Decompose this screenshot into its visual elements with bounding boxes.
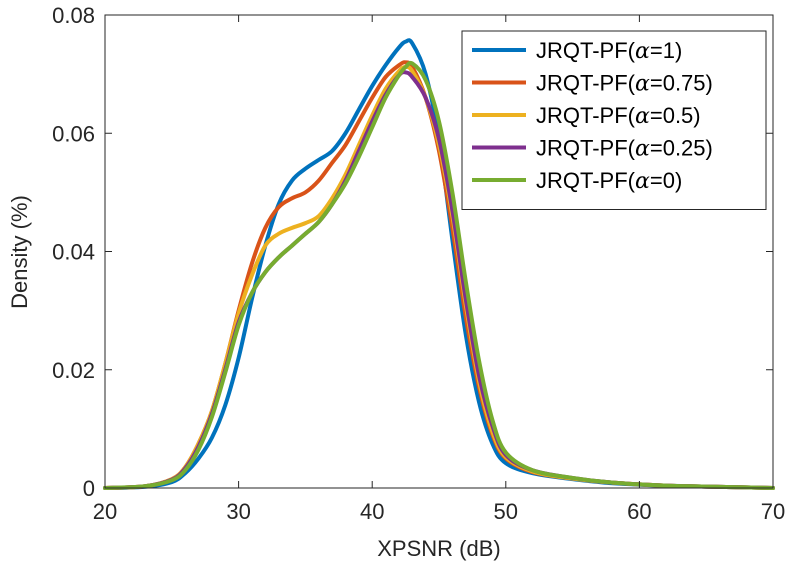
x-tick-label: 20 bbox=[93, 499, 117, 524]
legend-label-alpha: α bbox=[635, 104, 650, 129]
legend-label-2: JRQT-PF(α=0.5) bbox=[536, 103, 701, 129]
x-axis-label: XPSNR (dB) bbox=[377, 536, 500, 561]
y-tick-label: 0 bbox=[83, 476, 95, 501]
x-tick-label: 70 bbox=[761, 499, 785, 524]
legend-label-prefix: JRQT-PF( bbox=[536, 168, 636, 193]
x-tick-label: 50 bbox=[494, 499, 518, 524]
legend-label-alpha: α bbox=[635, 39, 650, 64]
legend-label-prefix: JRQT-PF( bbox=[536, 136, 636, 161]
legend-label-prefix: JRQT-PF( bbox=[536, 38, 636, 63]
series-line-0 bbox=[103, 38, 775, 490]
series-line-4 bbox=[103, 60, 775, 490]
legend-label-3: JRQT-PF(α=0.25) bbox=[536, 136, 713, 162]
x-tick-label: 60 bbox=[627, 499, 651, 524]
tick-layer: 20 30 40 50 60 70 0 0.02 0.04 0.06 0.08 bbox=[52, 3, 785, 524]
legend-label-1: JRQT-PF(α=0.75) bbox=[536, 71, 713, 97]
y-tick-label: 0.02 bbox=[52, 358, 95, 383]
legend-label-0: JRQT-PF(α=1) bbox=[536, 38, 682, 64]
legend-label-suffix: =0.5) bbox=[650, 103, 701, 128]
legend-label-suffix: =1) bbox=[650, 38, 682, 63]
legend-label-alpha: α bbox=[635, 169, 650, 194]
legend-label-prefix: JRQT-PF( bbox=[536, 71, 636, 96]
legend-label-alpha: α bbox=[635, 72, 650, 97]
y-tick-label: 0.06 bbox=[52, 121, 95, 146]
x-tick-label: 40 bbox=[360, 499, 384, 524]
legend-label-alpha: α bbox=[635, 137, 650, 162]
legend-label-suffix: =0.75) bbox=[650, 71, 713, 96]
x-tick-label: 30 bbox=[226, 499, 250, 524]
legend-label-prefix: JRQT-PF( bbox=[536, 103, 636, 128]
legend: JRQT-PF(α=1)JRQT-PF(α=0.75)JRQT-PF(α=0.5… bbox=[461, 30, 767, 210]
legend-label-suffix: =0.25) bbox=[650, 136, 713, 161]
y-tick-label: 0.04 bbox=[52, 240, 95, 265]
y-tick-label: 0.08 bbox=[52, 3, 95, 28]
legend-label-4: JRQT-PF(α=0) bbox=[536, 168, 682, 194]
y-axis-label: Density (%) bbox=[7, 195, 32, 309]
series-layer bbox=[103, 38, 775, 490]
legend-label-suffix: =0) bbox=[650, 168, 682, 193]
